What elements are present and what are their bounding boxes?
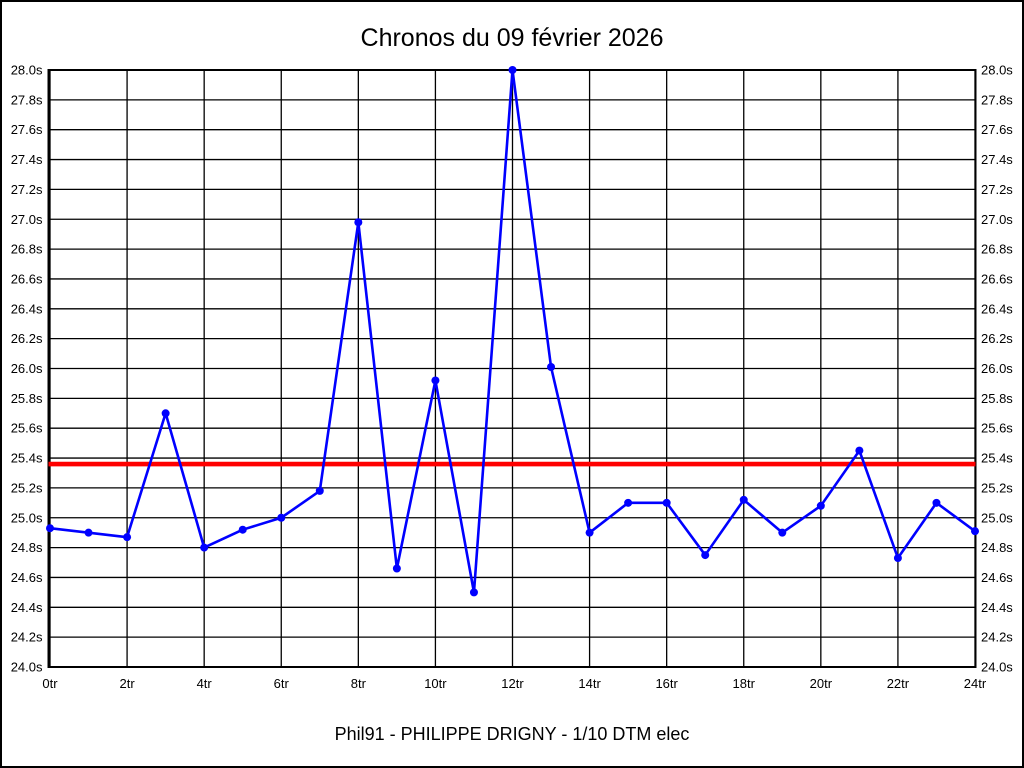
y-tick-label-left: 25.6s xyxy=(11,421,43,436)
x-tick-label: 14tr xyxy=(578,676,601,691)
x-tick-label: 12tr xyxy=(501,676,524,691)
lap-marker xyxy=(932,498,941,507)
y-tick-label-left: 25.8s xyxy=(11,391,43,406)
lap-marker xyxy=(662,498,671,507)
y-tick-label-left: 26.4s xyxy=(11,301,43,316)
y-tick-label-left: 24.6s xyxy=(11,570,43,585)
lap-marker xyxy=(547,363,556,372)
y-tick-label-right: 25.6s xyxy=(981,421,1013,436)
x-tick-label: 10tr xyxy=(424,676,447,691)
x-tick-label: 16tr xyxy=(655,676,678,691)
lap-marker xyxy=(84,528,93,537)
lap-marker xyxy=(238,525,247,534)
lap-marker xyxy=(200,543,209,552)
y-tick-label-left: 26.6s xyxy=(11,271,43,286)
y-tick-label-right: 24.8s xyxy=(981,540,1013,555)
y-tick-label-left: 27.4s xyxy=(11,152,43,167)
y-tick-label-left: 26.2s xyxy=(11,331,43,346)
y-tick-label-left: 27.0s xyxy=(11,212,43,227)
y-tick-label-left: 24.4s xyxy=(11,600,43,615)
y-tick-label-right: 27.8s xyxy=(981,92,1013,107)
x-tick-label: 0tr xyxy=(42,676,58,691)
y-tick-label-right: 24.0s xyxy=(981,660,1013,675)
lap-marker xyxy=(585,528,594,537)
y-tick-label-right: 27.2s xyxy=(981,182,1013,197)
y-tick-label-right: 26.4s xyxy=(981,301,1013,316)
lap-marker xyxy=(46,524,54,533)
lap-marker xyxy=(431,376,440,385)
chart-title: Chronos du 09 février 2026 xyxy=(360,24,664,52)
x-tick-label: 20tr xyxy=(810,676,833,691)
y-tick-label-right: 24.2s xyxy=(981,630,1013,645)
y-tick-label-right: 25.4s xyxy=(981,451,1013,466)
y-tick-label-right: 25.0s xyxy=(981,510,1013,525)
y-tick-label-right: 28.0s xyxy=(981,63,1013,78)
lap-marker xyxy=(354,218,363,227)
x-tick-label: 4tr xyxy=(197,676,213,691)
y-tick-label-right: 24.6s xyxy=(981,570,1013,585)
y-tick-label-right: 25.2s xyxy=(981,480,1013,495)
lap-marker xyxy=(893,554,902,563)
y-tick-label-left: 25.4s xyxy=(11,451,43,466)
x-tick-label: 2tr xyxy=(119,676,135,691)
lap-marker xyxy=(816,501,825,510)
y-tick-label-right: 24.4s xyxy=(981,600,1013,615)
y-tick-label-left: 27.6s xyxy=(11,122,43,137)
y-tick-label-right: 25.8s xyxy=(981,391,1013,406)
y-tick-label-right: 26.2s xyxy=(981,331,1013,346)
lap-marker xyxy=(277,513,286,522)
lap-marker xyxy=(778,528,787,537)
lap-marker xyxy=(701,551,710,560)
lap-marker xyxy=(971,527,979,536)
lap-marker xyxy=(315,486,324,495)
x-tick-label: 18tr xyxy=(733,676,756,691)
y-tick-label-left: 26.0s xyxy=(11,361,43,376)
lap-marker xyxy=(508,66,517,74)
y-tick-label-left: 28.0s xyxy=(11,63,43,78)
lap-marker xyxy=(739,495,748,504)
x-tick-label: 8tr xyxy=(351,676,367,691)
y-tick-label-right: 27.6s xyxy=(981,122,1013,137)
lap-marker xyxy=(123,533,132,542)
lap-marker xyxy=(624,498,633,507)
chart-caption: Phil91 - PHILIPPE DRIGNY - 1/10 DTM elec xyxy=(334,724,690,744)
lap-marker xyxy=(392,564,401,573)
lap-marker xyxy=(161,409,170,418)
lap-marker xyxy=(469,588,478,597)
y-tick-label-left: 27.2s xyxy=(11,182,43,197)
lap-marker xyxy=(855,446,864,455)
y-tick-label-left: 25.0s xyxy=(11,510,43,525)
x-tick-label: 6tr xyxy=(274,676,290,691)
y-tick-label-left: 24.2s xyxy=(11,630,43,645)
y-tick-label-right: 27.0s xyxy=(981,212,1013,227)
y-tick-label-left: 27.8s xyxy=(11,92,43,107)
y-tick-label-left: 24.0s xyxy=(11,660,43,675)
y-tick-label-right: 26.8s xyxy=(981,242,1013,257)
y-tick-label-left: 25.2s xyxy=(11,480,43,495)
x-tick-label: 22tr xyxy=(887,676,910,691)
y-tick-label-left: 24.8s xyxy=(11,540,43,555)
y-tick-label-right: 26.6s xyxy=(981,271,1013,286)
x-tick-label: 24tr xyxy=(964,676,987,691)
y-tick-label-right: 26.0s xyxy=(981,361,1013,376)
y-tick-label-right: 27.4s xyxy=(981,152,1013,167)
y-tick-label-left: 26.8s xyxy=(11,242,43,257)
